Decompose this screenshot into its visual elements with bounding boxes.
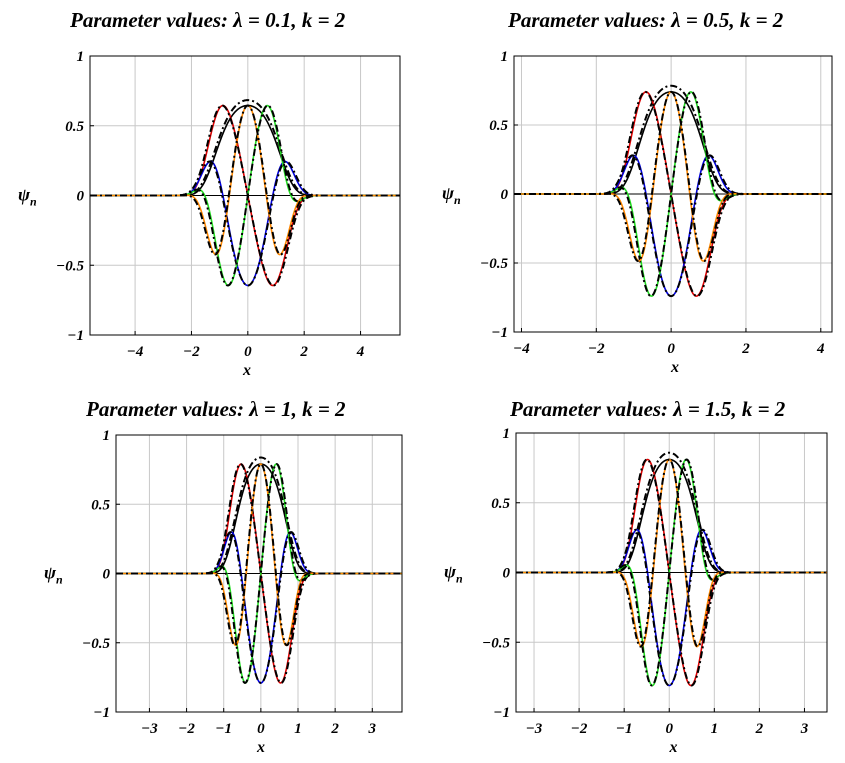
x-tick-label: 3 xyxy=(800,721,809,737)
plot-area: −4 −2 0 2 4 −1 −0.5 0 0.5 1 x ψn xyxy=(18,49,401,379)
x-tick-label: −1 xyxy=(215,721,232,737)
x-tick-label: −2 xyxy=(588,341,605,357)
x-tick-label: −2 xyxy=(183,344,200,360)
y-tick-label: −0.5 xyxy=(482,635,510,651)
chart-title: Parameter values: λ = 1, k = 2 xyxy=(86,397,346,421)
x-tick-label: −4 xyxy=(127,344,144,360)
y-tick-label: −0.5 xyxy=(56,258,84,274)
x-tick-label: −4 xyxy=(513,341,530,357)
y-tick-label: −0.5 xyxy=(480,256,508,272)
series-line-n4-dashdot xyxy=(514,90,832,263)
y-tick-label: −1 xyxy=(93,705,110,721)
plot-area: −3 −2 −1 0 1 2 3 −1 −0.5 0 0.5 1 x ψn xyxy=(44,428,403,756)
x-tick-label: 3 xyxy=(368,721,377,737)
series-line-n0-dashdot xyxy=(514,84,832,195)
x-tick-label: 4 xyxy=(816,341,825,357)
y-tick-label: −1 xyxy=(491,325,508,341)
y-tick-label: 1 xyxy=(501,49,509,65)
y-tick-label: −1 xyxy=(493,705,510,721)
y-axis-label: ψn xyxy=(18,185,37,209)
x-tick-label: −2 xyxy=(178,721,195,737)
chart-panel-3: Parameter values: λ = 1, k = 2 −3 −2 −1 0 1 2… xyxy=(0,381,422,763)
x-tick-label: 0 xyxy=(667,341,675,357)
y-tick-label: 0 xyxy=(103,567,111,583)
x-tick-label: 4 xyxy=(356,344,365,360)
y-tick-label: 0.5 xyxy=(91,497,110,513)
y-axis-label: ψn xyxy=(44,563,63,587)
plot-area: −3 −2 −1 0 1 2 3 −1 −0.5 0 0.5 1 x ψn xyxy=(444,426,828,756)
chart-panel-1: Parameter values: λ = 0.1, k = 2 −4 −2 0 2 4… xyxy=(0,0,422,381)
y-tick-label: 0 xyxy=(501,187,509,203)
y-axis-label: ψn xyxy=(444,562,463,586)
x-tick-label: 2 xyxy=(741,341,750,357)
y-tick-label: 0.5 xyxy=(491,496,510,512)
y-tick-label: −0.5 xyxy=(82,636,110,652)
chart-panel-4: Parameter values: λ = 1.5, k = 2 −3 −2 −1 0… xyxy=(422,381,845,763)
x-axis-label: x xyxy=(242,362,251,379)
x-tick-label: −1 xyxy=(616,721,633,737)
series-line-n4-dashdot xyxy=(516,458,827,648)
y-tick-label: 0.5 xyxy=(65,119,84,135)
x-tick-label: 1 xyxy=(294,721,302,737)
x-axis-label: x xyxy=(256,739,265,756)
x-tick-label: 2 xyxy=(755,721,764,737)
chart-title: Parameter values: λ = 1.5, k = 2 xyxy=(510,397,786,421)
y-tick-label: −1 xyxy=(67,328,84,344)
y-tick-label: 0 xyxy=(77,189,85,205)
plot-area: −4 −2 0 2 4 −1 −0.5 0 0.5 1 x ψn xyxy=(442,49,833,376)
y-tick-label: 1 xyxy=(77,49,85,65)
y-tick-label: 0.5 xyxy=(489,118,508,134)
x-tick-label: 0 xyxy=(665,721,673,737)
y-tick-label: 0 xyxy=(503,566,511,582)
x-tick-label: −3 xyxy=(141,721,158,737)
x-tick-label: 2 xyxy=(299,344,308,360)
x-tick-label: 0 xyxy=(244,344,252,360)
chart-title: Parameter values: λ = 0.5, k = 2 xyxy=(508,8,784,32)
x-tick-label: 2 xyxy=(330,721,339,737)
y-axis-label: ψn xyxy=(442,183,461,207)
y-tick-label: 1 xyxy=(503,426,511,442)
series-line-n4-dashdot xyxy=(116,463,402,647)
chart-panel-2: Parameter values: λ = 0.5, k = 2 −4 −2 0 2 4… xyxy=(422,0,845,381)
x-tick-label: 1 xyxy=(711,721,719,737)
x-tick-label: 0 xyxy=(257,721,265,737)
y-tick-label: 1 xyxy=(103,428,111,444)
series-line-n4-dashdot xyxy=(90,104,400,256)
x-tick-label: −3 xyxy=(526,721,543,737)
chart-title: Parameter values: λ = 0.1, k = 2 xyxy=(70,8,346,32)
x-axis-label: x xyxy=(670,359,679,376)
x-tick-label: −2 xyxy=(571,721,588,737)
x-axis-label: x xyxy=(669,739,678,756)
